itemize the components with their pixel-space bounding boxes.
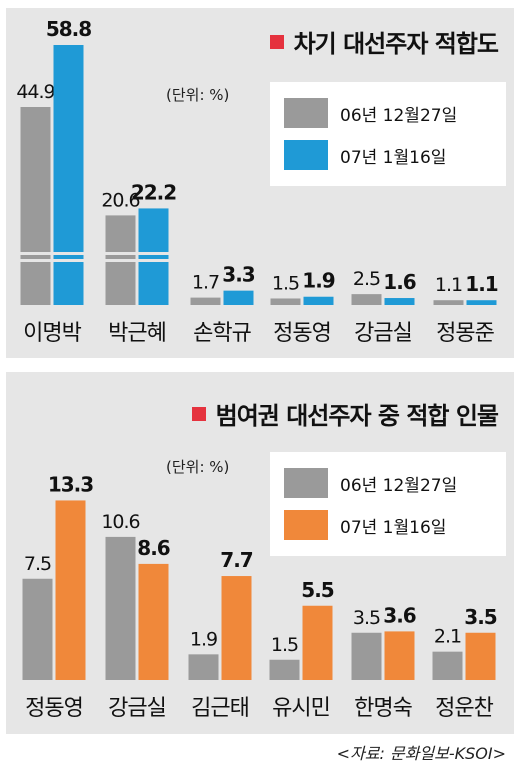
- data-label: 2.5: [353, 268, 380, 290]
- category-label: 손학규: [193, 321, 251, 346]
- category-label: 정동영: [25, 696, 83, 721]
- legend-swatch-orange: [284, 510, 328, 540]
- legend-item-series-2: 07년 1월16일: [284, 140, 446, 170]
- bar-series-1: [188, 654, 219, 680]
- data-label: 5.5: [301, 578, 334, 602]
- category-label: 정운찬: [435, 696, 493, 721]
- data-label: 7.5: [24, 553, 51, 575]
- data-label: 1.1: [435, 274, 462, 296]
- unit-label: (단위: %): [166, 458, 230, 476]
- bar-series-1: [432, 651, 463, 680]
- bar-series-2: [465, 632, 496, 680]
- axis-break-mark: [20, 259, 170, 262]
- legend-item-series-1: 06년 12월27일: [284, 98, 457, 128]
- data-label: 8.6: [137, 536, 170, 560]
- data-label: 58.8: [46, 17, 91, 41]
- category-label: 강금실: [354, 321, 412, 346]
- legend-item-series-1: 06년 12월27일: [284, 468, 457, 498]
- bar-series-1: [269, 659, 300, 680]
- chart-panel-top: 차기 대선주자 적합도 (단위: %) 06년 12월27일 07년 1월16일: [6, 8, 514, 358]
- data-label: 1.7: [192, 272, 219, 294]
- data-label: 2.1: [434, 626, 461, 648]
- data-label: 10.6: [101, 511, 139, 533]
- bar-series-1: [433, 300, 464, 305]
- chart-panel-bottom: 범여권 대선주자 중 적합 인물 (단위: %) 06년 12월27일 07년 …: [6, 372, 514, 734]
- legend-swatch-gray: [284, 468, 328, 498]
- chart-title-top: 차기 대선주자 적합도: [269, 24, 499, 59]
- bar-series-1: [105, 536, 136, 680]
- bar-series-2: [302, 605, 333, 680]
- bar-series-2: [384, 298, 415, 305]
- data-label: 3.6: [383, 603, 416, 627]
- data-label: 3.3: [222, 263, 255, 287]
- bar-series-2: [221, 576, 252, 680]
- category-label: 박근혜: [108, 321, 166, 346]
- title-marker-icon: [191, 406, 206, 421]
- legend-top: 06년 12월27일 07년 1월16일: [270, 82, 506, 186]
- data-label: 3.5: [353, 607, 380, 629]
- category-label: 유시민: [272, 696, 330, 721]
- category-label: 정몽준: [436, 321, 494, 346]
- legend-label: 06년 12월27일: [340, 105, 458, 126]
- axis-break-mark: [20, 252, 170, 255]
- chart-title-text: 차기 대선주자 적합도: [293, 30, 499, 58]
- bar-series-2: [466, 300, 497, 305]
- category-label: 김근태: [191, 696, 249, 721]
- bar-series-1: [20, 107, 51, 305]
- data-label: 1.6: [383, 270, 416, 294]
- category-label: 한명숙: [354, 696, 412, 721]
- bar-series-2: [138, 563, 169, 680]
- legend-bottom: 06년 12월27일 07년 1월16일: [270, 452, 506, 556]
- chart-title-text: 범여권 대선주자 중 적합 인물: [215, 402, 499, 430]
- bar-series-1: [351, 632, 382, 680]
- data-label: 1.1: [465, 272, 498, 296]
- bar-series-2: [55, 500, 86, 680]
- data-label: 13.3: [48, 472, 93, 496]
- data-label: 1.5: [272, 272, 299, 294]
- bar-series-1: [351, 294, 382, 305]
- data-label: 20.6: [101, 189, 139, 211]
- data-label: 44.9: [16, 81, 54, 103]
- bar-series-1: [22, 578, 53, 680]
- data-label: 1.9: [190, 628, 217, 650]
- legend-label: 06년 12월27일: [340, 475, 458, 496]
- bar-series-2: [303, 296, 334, 305]
- data-label: 3.5: [464, 605, 497, 629]
- bar-series-2: [223, 290, 254, 305]
- unit-label: (단위: %): [166, 86, 230, 104]
- data-label: 7.7: [220, 548, 253, 572]
- bar-series-2: [384, 631, 415, 680]
- bar-series-1: [190, 297, 221, 305]
- legend-label: 07년 1월16일: [340, 147, 447, 168]
- source-note: <자료: 문화일보-KSOI>: [336, 744, 506, 763]
- legend-swatch-gray: [284, 98, 328, 128]
- category-label: 강금실: [108, 696, 166, 721]
- category-label: 이명박: [23, 321, 81, 346]
- data-label: 22.2: [131, 180, 176, 204]
- legend-label: 07년 1월16일: [340, 517, 447, 538]
- title-marker-icon: [269, 34, 284, 49]
- data-label: 1.5: [271, 634, 298, 656]
- category-label: 정동영: [273, 321, 331, 346]
- data-label: 1.9: [302, 269, 335, 293]
- chart-title-bottom: 범여권 대선주자 중 적합 인물: [191, 396, 499, 431]
- legend-swatch-blue: [284, 140, 328, 170]
- bar-series-2: [53, 45, 84, 305]
- bar-series-2: [138, 208, 169, 305]
- bar-series-1: [270, 298, 301, 305]
- legend-item-series-2: 07년 1월16일: [284, 510, 446, 540]
